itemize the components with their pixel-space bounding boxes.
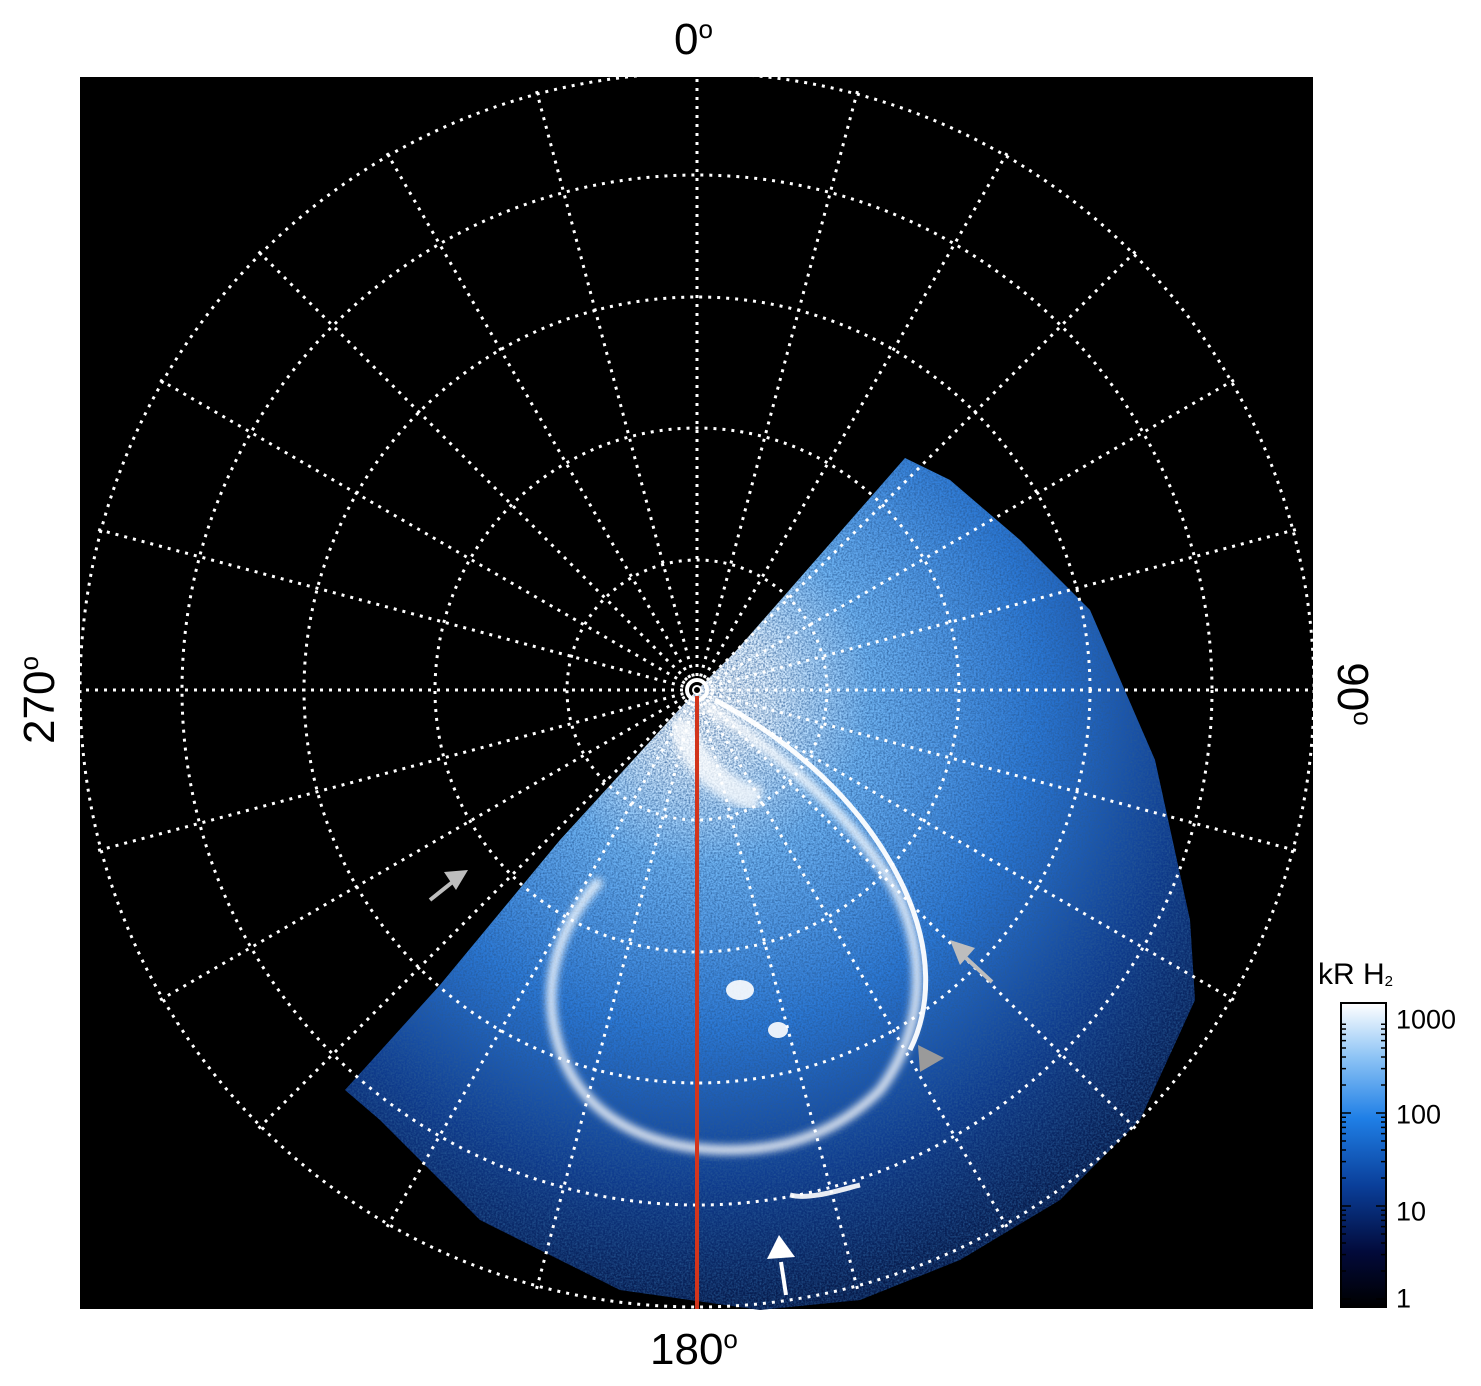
- arrow-white-icon: [767, 1235, 795, 1296]
- longitude-spoke: [702, 701, 1009, 1228]
- colorbar-title: kR H2: [1318, 958, 1394, 991]
- colorbar-tick-1: 1: [1396, 1283, 1412, 1314]
- longitude-spoke: [708, 378, 1235, 685]
- arrow-grey-1-icon: [428, 870, 468, 902]
- longitude-spoke: [535, 90, 695, 677]
- arrowhead-grey-icon: [918, 1045, 944, 1072]
- polar-grid: [80, 77, 1313, 1309]
- longitude-spoke: [97, 692, 684, 852]
- longitude-spoke: [710, 528, 1297, 688]
- longitude-spoke: [385, 152, 692, 679]
- longitude-spoke: [257, 698, 689, 1130]
- longitude-label-270: 270o: [14, 656, 64, 744]
- longitude-spoke: [159, 695, 686, 1002]
- longitude-spoke: [702, 152, 1009, 679]
- arrow-grey-2-icon: [950, 940, 994, 984]
- colorbar-tick-100: 100: [1396, 1099, 1442, 1130]
- longitude-spoke: [708, 695, 1235, 1002]
- longitude-spoke: [535, 703, 695, 1290]
- longitude-label-0: 0o: [674, 14, 713, 64]
- colorbar-tick-1000: 1000: [1396, 1004, 1457, 1035]
- longitude-spoke: [705, 698, 1137, 1130]
- longitude-spoke: [257, 250, 689, 682]
- longitude-spoke: [705, 250, 1137, 682]
- longitude-label-90: 90o: [1328, 662, 1378, 726]
- latitude-ring: [433, 426, 961, 954]
- longitude-spoke: [97, 528, 684, 688]
- longitude-spoke: [699, 703, 859, 1290]
- longitude-spoke: [159, 378, 686, 685]
- latitude-ring: [180, 173, 1214, 1207]
- longitude-label-180: 180o: [650, 1324, 738, 1374]
- longitude-spoke: [699, 90, 859, 677]
- colorbar-tick-10: 10: [1396, 1196, 1427, 1227]
- latitude-ring: [565, 558, 829, 822]
- longitude-spoke: [385, 701, 692, 1228]
- colorbar: [1340, 1002, 1387, 1308]
- longitude-spoke: [710, 692, 1297, 852]
